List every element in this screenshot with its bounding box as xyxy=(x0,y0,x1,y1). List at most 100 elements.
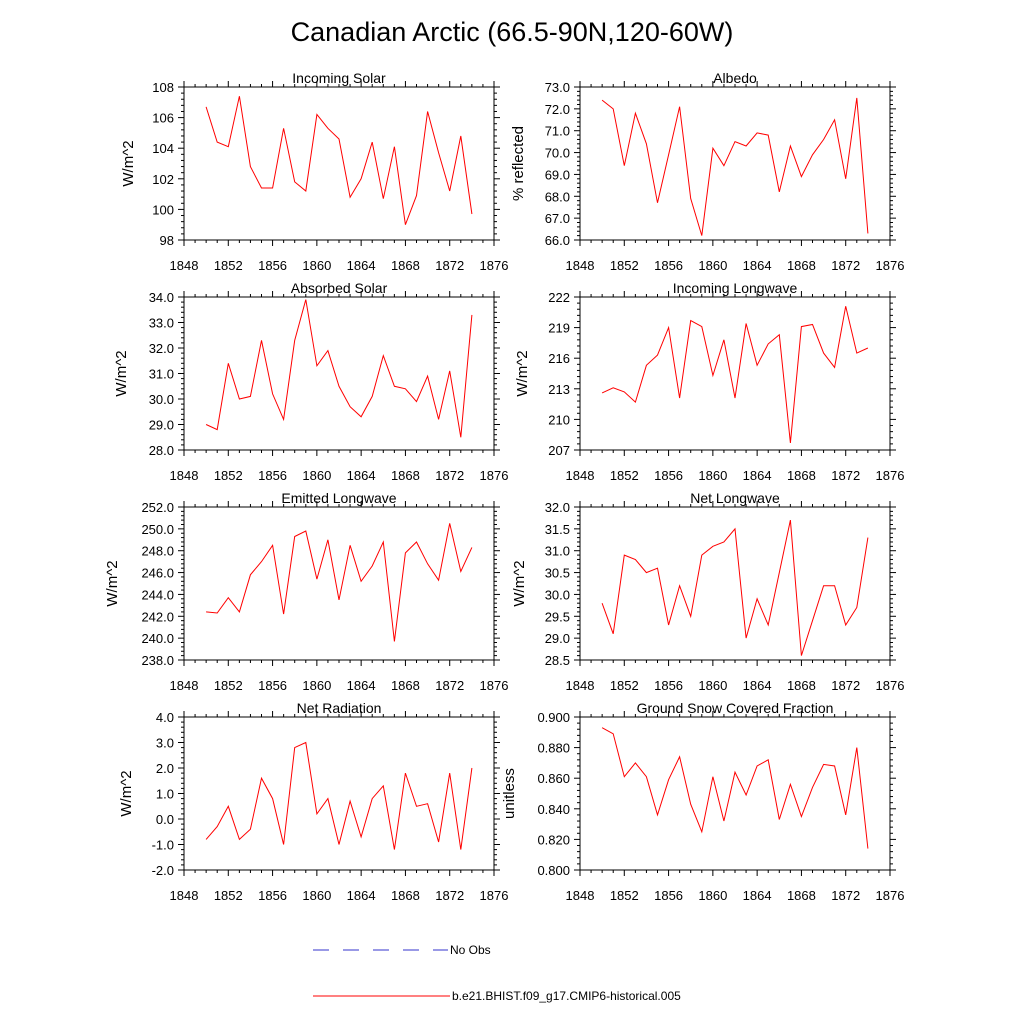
y-tick-label: -1.0 xyxy=(152,838,174,853)
x-tick-label: 1868 xyxy=(391,678,420,693)
y-tick-label: 68.0 xyxy=(545,189,570,204)
x-tick-label: 1856 xyxy=(654,258,683,273)
panel-title: Net Longwave xyxy=(690,490,780,506)
x-tick-label: 1872 xyxy=(435,258,464,273)
y-axis-label: W/m^2 xyxy=(514,350,531,396)
x-tick-label: 1848 xyxy=(170,258,199,273)
y-tick-label: 30.0 xyxy=(545,587,570,602)
series-line xyxy=(601,519,869,656)
y-tick-label: 1.0 xyxy=(156,787,174,802)
x-tick-label: 1872 xyxy=(435,678,464,693)
x-tick-label: 1852 xyxy=(214,678,243,693)
y-axis-label: W/m^2 xyxy=(104,560,121,606)
panel-title: Emitted Longwave xyxy=(281,490,396,506)
x-tick-label: 1872 xyxy=(435,888,464,903)
y-tick-label: 246.0 xyxy=(141,566,174,581)
x-tick-label: 1864 xyxy=(347,468,376,483)
y-tick-label: 100 xyxy=(152,202,174,217)
legend: No Obs b.e21.BHIST.f09_g17.CMIP6-histori… xyxy=(313,943,681,1003)
chart-panel: Albedo % reflected 66.0 67.0 68.0 69.0 70.0 71.… xyxy=(510,70,904,273)
x-tick-label: 1848 xyxy=(170,468,199,483)
y-tick-label: 222 xyxy=(548,290,570,305)
y-axis-label: unitless xyxy=(501,768,518,819)
x-tick-label: 1860 xyxy=(302,258,331,273)
y-tick-label: 0.0 xyxy=(156,812,174,827)
chart-panel: Ground Snow Covered Fraction unitless 0.80… xyxy=(501,700,904,903)
x-tick-label: 1864 xyxy=(743,258,772,273)
x-tick-label: 1856 xyxy=(654,678,683,693)
x-tick-label: 1848 xyxy=(170,888,199,903)
y-tick-label: 32.0 xyxy=(149,341,174,356)
y-tick-label: 4.0 xyxy=(156,710,174,725)
y-tick-label: 102 xyxy=(152,172,174,187)
x-tick-label: 1856 xyxy=(258,678,287,693)
x-tick-label: 1856 xyxy=(258,468,287,483)
x-tick-label: 1860 xyxy=(302,888,331,903)
panel-title: Albedo xyxy=(713,70,757,86)
y-tick-label: 67.0 xyxy=(545,211,570,226)
y-tick-label: 213 xyxy=(548,382,570,397)
y-tick-label: 98 xyxy=(160,233,174,248)
x-tick-label: 1868 xyxy=(787,468,816,483)
x-tick-label: 1852 xyxy=(610,888,639,903)
x-tick-label: 1868 xyxy=(787,678,816,693)
series-line xyxy=(206,523,473,642)
y-tick-label: 0.840 xyxy=(537,802,570,817)
y-tick-label: 72.0 xyxy=(545,102,570,117)
x-tick-label: 1872 xyxy=(831,678,860,693)
chart-panel: Net Longwave W/m^2 28.5 29.0 29.5 30.0 30.5 31.… xyxy=(511,490,904,693)
chart-panel: Absorbed Solar W/m^2 28.0 29.0 30.0 31.0 32.0 3… xyxy=(113,280,508,483)
x-tick-label: 1856 xyxy=(654,468,683,483)
y-tick-label: 250.0 xyxy=(141,522,174,537)
series-line xyxy=(205,299,473,438)
x-tick-label: 1856 xyxy=(258,888,287,903)
y-axis-label: W/m^2 xyxy=(113,350,130,396)
x-tick-label: 1860 xyxy=(698,678,727,693)
y-tick-label: 29.0 xyxy=(149,418,174,433)
x-tick-label: 1864 xyxy=(347,678,376,693)
y-tick-label: 69.0 xyxy=(545,167,570,182)
y-tick-label: 33.0 xyxy=(149,316,174,331)
panel-title: Net Radiation xyxy=(297,700,382,716)
y-tick-label: 210 xyxy=(548,412,570,427)
x-tick-label: 1848 xyxy=(566,888,595,903)
x-tick-label: 1860 xyxy=(302,468,331,483)
y-tick-label: 73.0 xyxy=(545,80,570,95)
y-tick-label: 29.5 xyxy=(545,609,570,624)
x-tick-label: 1876 xyxy=(480,258,509,273)
y-axis-label: W/m^2 xyxy=(511,560,528,606)
y-tick-label: 0.820 xyxy=(537,832,570,847)
legend-model-label: b.e21.BHIST.f09_g17.CMIP6-historical.005 xyxy=(452,989,681,1003)
x-tick-label: 1860 xyxy=(698,468,727,483)
y-tick-label: 32.0 xyxy=(545,500,570,515)
x-tick-label: 1860 xyxy=(698,888,727,903)
y-tick-label: 108 xyxy=(152,80,174,95)
x-tick-label: 1856 xyxy=(258,258,287,273)
y-tick-label: 31.0 xyxy=(545,544,570,559)
y-tick-label: 3.0 xyxy=(156,736,174,751)
legend-no-obs-label: No Obs xyxy=(450,943,491,957)
x-tick-label: 1868 xyxy=(391,258,420,273)
x-tick-label: 1868 xyxy=(787,258,816,273)
plot-frame xyxy=(579,86,891,241)
y-tick-label: 28.5 xyxy=(545,653,570,668)
y-tick-label: 71.0 xyxy=(545,124,570,139)
x-tick-label: 1860 xyxy=(698,258,727,273)
y-tick-label: 2.0 xyxy=(156,761,174,776)
plot-frame xyxy=(183,86,495,241)
x-tick-label: 1852 xyxy=(214,468,243,483)
y-tick-label: 244.0 xyxy=(141,587,174,602)
x-tick-label: 1876 xyxy=(876,888,905,903)
x-tick-label: 1876 xyxy=(876,468,905,483)
chart-panel: Net Radiation W/m^2 -2.0 -1.0 0.0 1.0 2.0 3.0 4.… xyxy=(118,700,508,903)
series-line xyxy=(601,727,869,849)
plot-frame xyxy=(183,506,495,661)
y-tick-label: 0.800 xyxy=(537,863,570,878)
x-tick-label: 1864 xyxy=(743,678,772,693)
x-tick-label: 1876 xyxy=(480,468,509,483)
x-tick-label: 1872 xyxy=(435,468,464,483)
x-tick-label: 1876 xyxy=(480,888,509,903)
x-tick-label: 1852 xyxy=(214,258,243,273)
x-tick-label: 1872 xyxy=(831,258,860,273)
y-tick-label: 0.860 xyxy=(537,771,570,786)
